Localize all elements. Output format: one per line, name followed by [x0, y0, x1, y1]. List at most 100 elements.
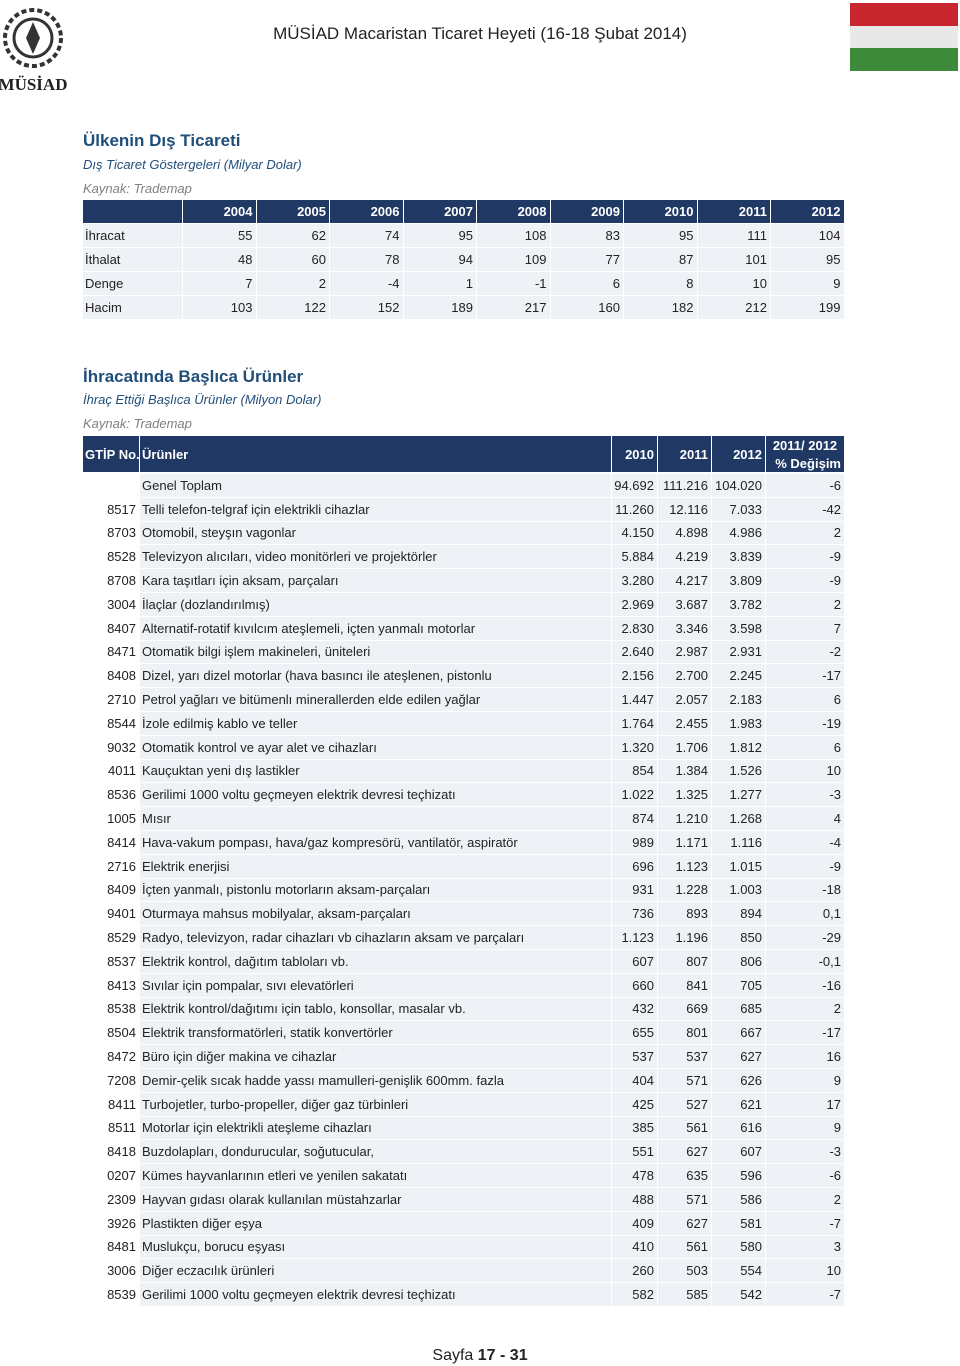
product-cell: Alternatif-rotatif kıvılcım ateşlemeli, … [140, 616, 611, 640]
value-cell: -19 [766, 712, 844, 735]
value-cell: 7 [766, 616, 844, 640]
code-cell: 2309 [83, 1188, 139, 1211]
value-cell: 199 [771, 296, 844, 319]
value-cell: 488 [612, 1188, 657, 1211]
code-cell: 8528 [83, 545, 139, 569]
value-cell: 2 [766, 521, 844, 545]
value-cell: 806 [712, 950, 765, 973]
section-subtitle: İhraç Ettiği Başlıca Ürünler (Milyon Dol… [83, 392, 322, 407]
value-cell: 585 [658, 1283, 711, 1306]
value-cell: 3.598 [712, 616, 765, 640]
value-cell: 4.986 [712, 521, 765, 545]
value-cell: 1.812 [712, 735, 765, 759]
code-cell: 3004 [83, 593, 139, 616]
value-cell: 894 [712, 902, 765, 926]
value-cell: 10 [766, 1259, 844, 1283]
code-cell: 7208 [83, 1069, 139, 1092]
product-cell: Motorlar için elektrikli ateşleme cihazl… [140, 1116, 611, 1140]
value-cell: 78 [330, 248, 403, 271]
code-cell: 8418 [83, 1140, 139, 1164]
value-cell: 60 [256, 248, 329, 271]
code-cell: 8407 [83, 616, 139, 640]
product-cell: Turbojetler, turbo-propeller, diğer gaz … [140, 1092, 611, 1116]
value-cell: -6 [766, 474, 844, 497]
value-cell: 111.216 [658, 474, 711, 497]
value-cell: 1.123 [658, 854, 711, 878]
value-cell: 103 [183, 296, 256, 319]
value-cell: 2 [766, 1188, 844, 1211]
value-cell: 1.526 [712, 759, 765, 783]
product-cell: Gerilimi 1000 voltu geçmeyen elektrik de… [140, 783, 611, 807]
column-header: 2008 [477, 200, 550, 223]
value-cell: 660 [612, 973, 657, 997]
value-cell: 807 [658, 950, 711, 973]
product-cell: Hayvan gıdası olarak kullanılan müstahza… [140, 1188, 611, 1211]
value-cell: 160 [550, 296, 623, 319]
column-header: 2006 [330, 200, 403, 223]
code-cell: 8537 [83, 950, 139, 973]
value-cell: 182 [624, 296, 697, 319]
value-cell: 554 [712, 1259, 765, 1283]
value-cell: 626 [712, 1069, 765, 1092]
code-cell: 8703 [83, 521, 139, 545]
value-cell: 0,1 [766, 902, 844, 926]
value-cell: 108 [477, 224, 550, 247]
value-cell: 1.228 [658, 878, 711, 902]
value-cell: 3.346 [658, 616, 711, 640]
product-cell: Elektrik transformatörleri, statik konve… [140, 1021, 611, 1045]
value-cell: 404 [612, 1069, 657, 1092]
value-cell: 48 [183, 248, 256, 271]
value-cell: 616 [712, 1116, 765, 1140]
value-cell: 10 [697, 272, 770, 295]
code-cell: 8536 [83, 783, 139, 807]
value-cell: 736 [612, 902, 657, 926]
value-cell: 83 [550, 224, 623, 247]
value-cell: 12.116 [658, 497, 711, 521]
code-cell: 1005 [83, 807, 139, 830]
value-cell: -16 [766, 973, 844, 997]
column-header: 2010 [612, 436, 657, 472]
value-cell: -17 [766, 664, 844, 688]
value-cell: 1.196 [658, 926, 711, 949]
value-cell: 2.830 [612, 616, 657, 640]
value-cell: 1.983 [712, 712, 765, 735]
value-cell: 893 [658, 902, 711, 926]
value-cell: 571 [658, 1188, 711, 1211]
product-cell: Büro için diğer makina ve cihazlar [140, 1045, 611, 1068]
value-cell: 581 [712, 1211, 765, 1235]
value-cell: -2 [766, 640, 844, 664]
value-cell: 2 [256, 272, 329, 295]
product-cell: Oturmaya mahsus mobilyalar, aksam-parçal… [140, 902, 611, 926]
value-cell: 627 [712, 1045, 765, 1068]
value-cell: 1.210 [658, 807, 711, 830]
value-cell: 1.320 [612, 735, 657, 759]
value-cell: -18 [766, 878, 844, 902]
value-cell: 4.217 [658, 569, 711, 592]
footer: Sayfa 17 - 31 [0, 1347, 960, 1365]
value-cell: -17 [766, 1021, 844, 1045]
value-cell: 667 [712, 1021, 765, 1045]
column-header: 2009 [550, 200, 623, 223]
value-cell: 6 [766, 735, 844, 759]
value-cell: 669 [658, 997, 711, 1021]
code-cell: 8517 [83, 497, 139, 521]
value-cell: -6 [766, 1164, 844, 1187]
value-cell: 3.809 [712, 569, 765, 592]
product-cell: İçten yanmalı, pistonlu motorların aksam… [140, 878, 611, 902]
value-cell: 1 [403, 272, 476, 295]
value-cell: 537 [658, 1045, 711, 1068]
code-cell: 8409 [83, 878, 139, 902]
value-cell: 4 [766, 807, 844, 830]
product-cell: Otomatik bilgi işlem makineleri, ünitele… [140, 640, 611, 664]
value-cell: 705 [712, 973, 765, 997]
column-header: 2011 [658, 436, 711, 472]
value-cell: 586 [712, 1188, 765, 1211]
value-cell: 2.931 [712, 640, 765, 664]
value-cell: 6 [550, 272, 623, 295]
value-cell: 62 [256, 224, 329, 247]
value-cell: 582 [612, 1283, 657, 1306]
value-cell: 5.884 [612, 545, 657, 569]
value-cell: 95 [771, 248, 844, 271]
value-cell: 95 [624, 224, 697, 247]
product-cell: Gerilimi 1000 voltu geçmeyen elektrik de… [140, 1283, 611, 1306]
